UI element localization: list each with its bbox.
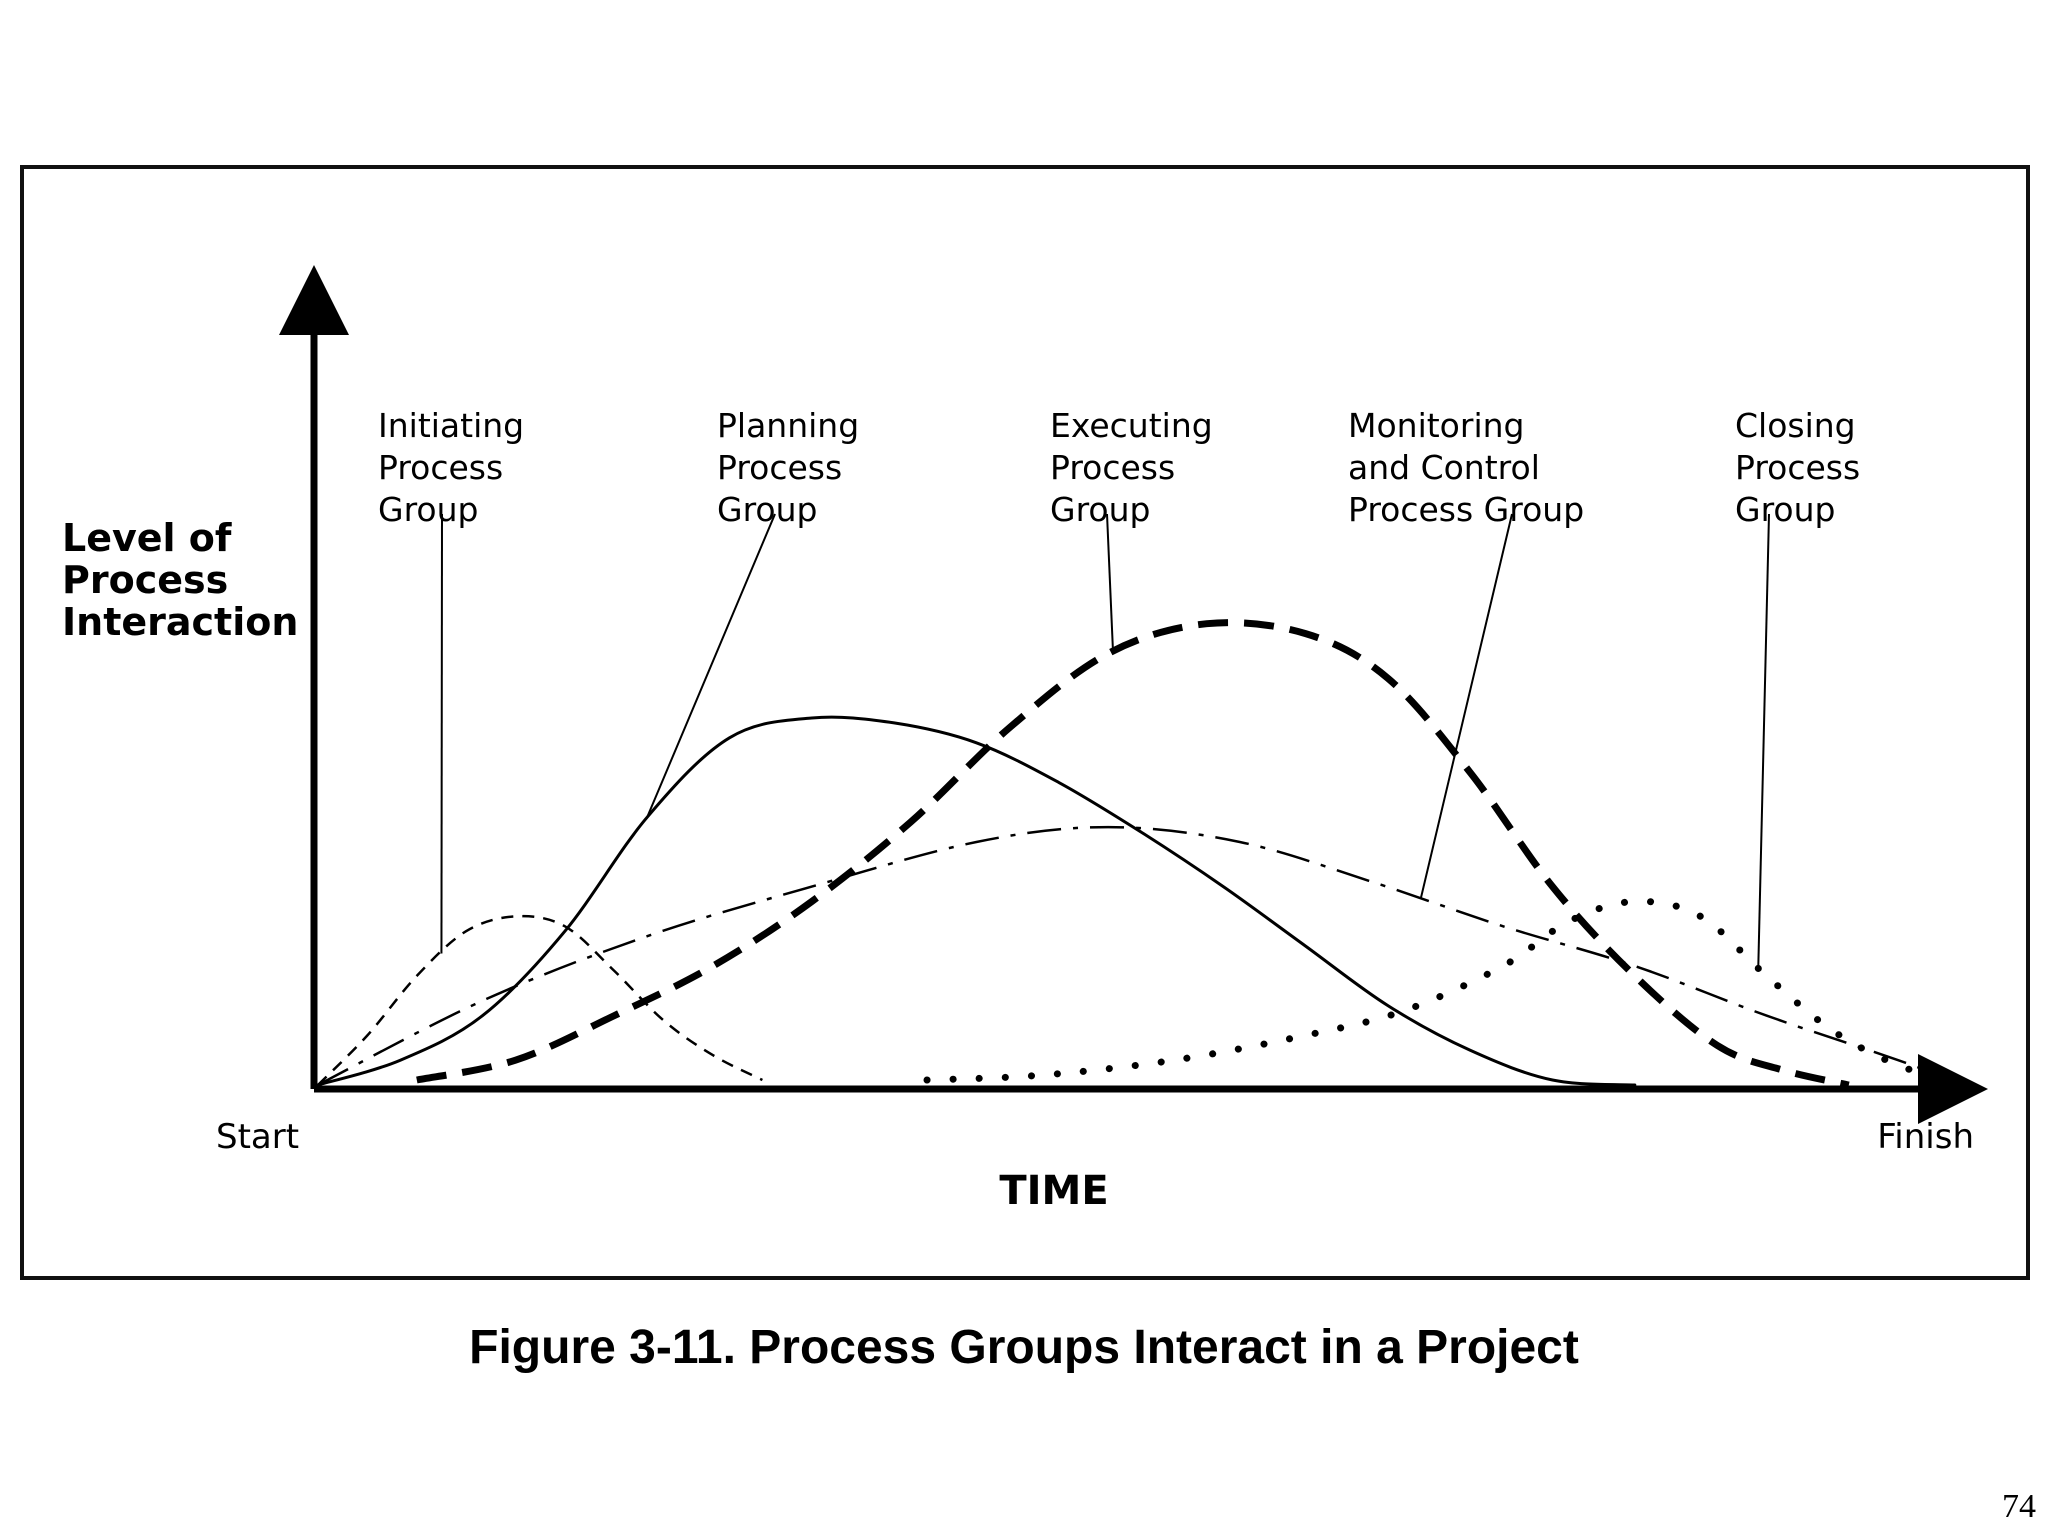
series-line-initiating-process-group xyxy=(317,914,763,1086)
figure-caption: Figure 3-11. Process Groups Interact in … xyxy=(469,1321,1579,1374)
y-axis-title-line: Level of xyxy=(62,516,232,560)
x-end-label: Finish xyxy=(1877,1117,1974,1157)
series-line-executing-process-group xyxy=(416,619,1850,1089)
series-label-line: Closing xyxy=(1735,406,1856,445)
series-leader-line-2 xyxy=(646,513,776,818)
series-label-2: Planning Process Group xyxy=(717,406,859,529)
series-label-line: Process xyxy=(1050,448,1175,487)
series-layer xyxy=(316,619,1968,1089)
series-label-line: Planning xyxy=(717,406,859,445)
series-label-line: Group xyxy=(378,490,478,529)
series-label-line: Group xyxy=(1735,490,1835,529)
series-label-line: Process Group xyxy=(1348,490,1584,529)
y-axis-title-line: Process xyxy=(62,558,228,602)
series-label-4: Monitoring and Control Process Group xyxy=(1348,406,1584,529)
series-line-planning-process-group xyxy=(316,715,1637,1087)
series-label-line: Monitoring xyxy=(1348,406,1524,445)
series-line-monitoring-and-control-process-group xyxy=(317,825,1965,1087)
series-leader-line-5 xyxy=(1757,513,1770,969)
series-label-line: and Control xyxy=(1348,448,1540,487)
x-start-label: Start xyxy=(216,1117,299,1157)
series-label-3: Executing Process Group xyxy=(1050,406,1213,529)
series-label-line: Initiating xyxy=(378,406,524,445)
series-label-line: Group xyxy=(717,490,817,529)
x-axis-title: TIME xyxy=(999,1168,1108,1214)
series-leader-line-4 xyxy=(1419,513,1513,899)
series-label-line: Group xyxy=(1050,490,1150,529)
series-leader-line-3 xyxy=(1106,513,1115,653)
series-label-1: Initiating Process Group xyxy=(378,406,524,529)
process-interaction-chart: Level of Process Interaction Start Finis… xyxy=(62,265,1988,1214)
series-line-closing-process-group xyxy=(923,897,1968,1089)
series-label-line: Process xyxy=(717,448,842,487)
series-label-5: Closing Process Group xyxy=(1735,406,1860,529)
series-label-line: Process xyxy=(1735,448,1860,487)
series-leader-line-1 xyxy=(440,513,443,954)
series-label-line: Process xyxy=(378,448,503,487)
y-axis-title: Level of Process Interaction xyxy=(62,516,298,644)
series-label-line: Executing xyxy=(1050,406,1213,445)
figure-frame: Level of Process Interaction Start Finis… xyxy=(20,165,2030,1280)
y-axis-title-line: Interaction xyxy=(62,600,298,644)
page-number: 74 xyxy=(2002,1488,2036,1525)
